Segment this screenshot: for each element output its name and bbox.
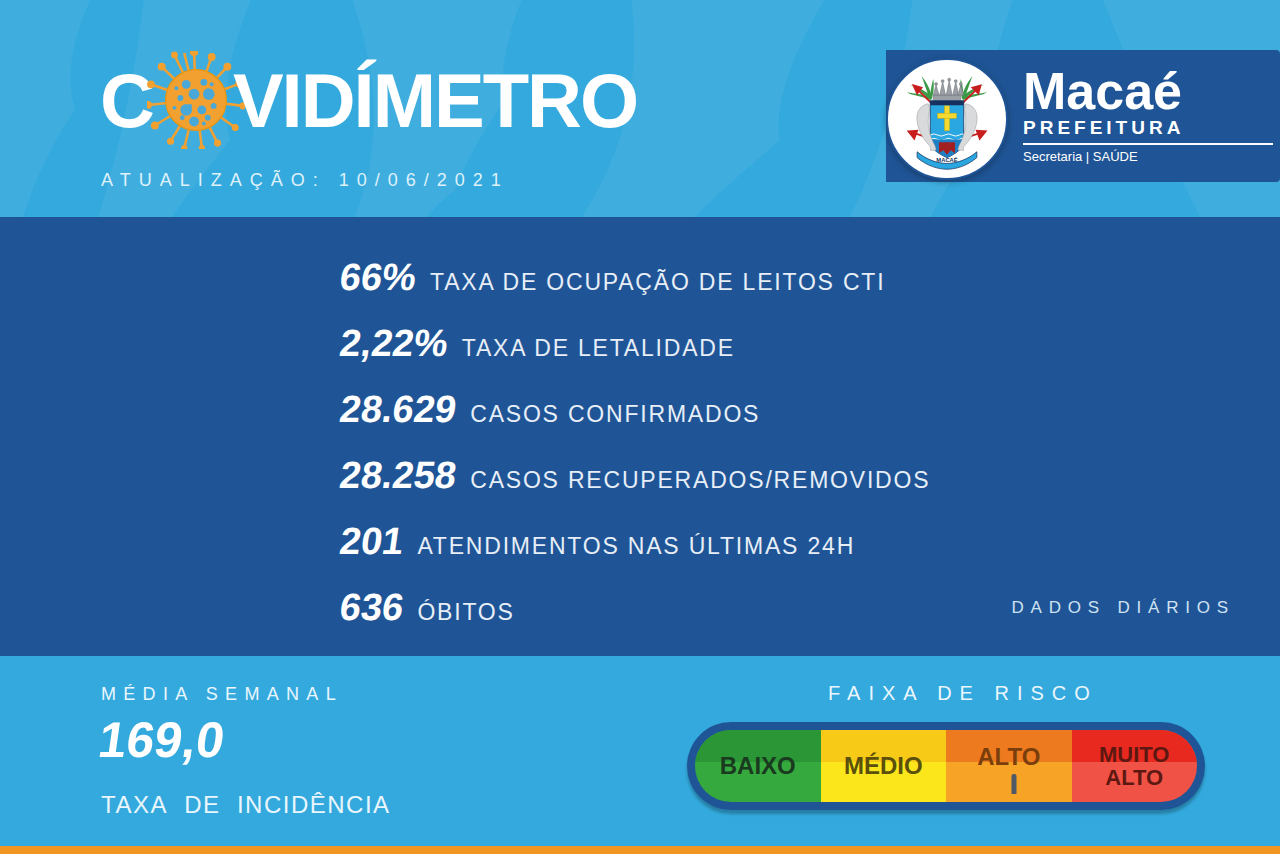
svg-text:MACAÉ: MACAÉ [936,156,957,163]
